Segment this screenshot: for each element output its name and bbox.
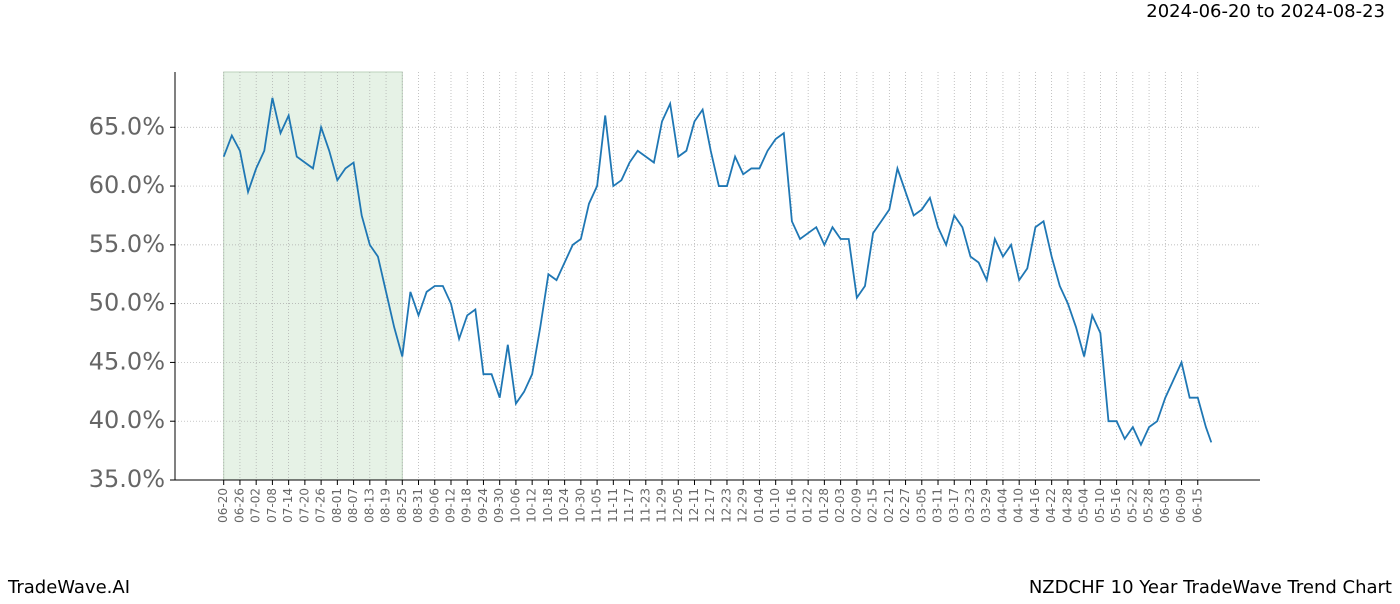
x-tick-label: 05-22: [1125, 488, 1139, 523]
x-tick-label: 09-30: [492, 488, 506, 523]
x-tick-label: 08-07: [346, 488, 360, 523]
x-tick-label: 03-05: [914, 488, 928, 523]
x-tick-label: 03-29: [979, 488, 993, 523]
x-tick-label: 03-23: [963, 488, 977, 523]
x-tick-label: 10-24: [557, 488, 571, 523]
y-tick-label: 65.0%: [89, 112, 165, 140]
x-tick-label: 04-04: [995, 488, 1009, 523]
y-tick-label: 40.0%: [89, 406, 165, 434]
x-tick-label: 04-16: [1028, 488, 1042, 523]
x-tick-label: 12-11: [687, 488, 701, 523]
caption: NZDCHF 10 Year TradeWave Trend Chart: [1029, 577, 1392, 598]
x-tick-label: 09-18: [460, 488, 474, 523]
x-tick-label: 05-16: [1109, 488, 1123, 523]
x-tick-label: 01-22: [801, 488, 815, 523]
x-tick-label: 08-13: [362, 488, 376, 523]
x-tick-label: 11-05: [590, 488, 604, 523]
x-tick-label: 07-26: [314, 488, 328, 523]
y-tick-label: 55.0%: [89, 230, 165, 258]
x-tick-label: 02-15: [866, 488, 880, 523]
x-tick-label: 06-15: [1190, 488, 1204, 523]
x-tick-label: 01-28: [817, 488, 831, 523]
x-tick-label: 09-06: [427, 488, 441, 523]
y-tick-label: 50.0%: [89, 289, 165, 317]
brand: TradeWave.AI: [7, 577, 130, 598]
x-tick-label: 10-12: [525, 488, 539, 523]
x-tick-label: 12-29: [736, 488, 750, 523]
date-range: 2024-06-20 to 2024-08-23: [1146, 1, 1385, 22]
x-tick-label: 07-08: [265, 488, 279, 523]
x-tick-label: 08-19: [379, 488, 393, 523]
x-tick-label: 02-21: [882, 488, 896, 523]
x-tick-label: 08-25: [395, 488, 409, 523]
x-tick-label: 12-05: [671, 488, 685, 523]
x-tick-label: 11-29: [655, 488, 669, 523]
x-tick-label: 11-11: [606, 488, 620, 523]
x-tick-label: 10-06: [508, 488, 522, 523]
x-tick-label: 02-09: [849, 488, 863, 523]
x-tick-label: 12-23: [719, 488, 733, 523]
x-tick-label: 05-04: [1077, 488, 1091, 523]
x-tick-label: 01-04: [752, 488, 766, 523]
x-tick-label: 01-10: [768, 488, 782, 523]
x-tick-label: 08-31: [411, 488, 425, 523]
x-tick-label: 10-18: [541, 488, 555, 523]
x-tick-label: 06-20: [216, 488, 230, 523]
x-tick-label: 04-10: [1012, 488, 1026, 523]
x-tick-label: 04-28: [1060, 488, 1074, 523]
highlight-band: [223, 71, 403, 481]
x-tick-label: 09-24: [476, 488, 490, 523]
x-tick-label: 06-03: [1158, 488, 1172, 523]
x-tick-label: 08-01: [330, 488, 344, 523]
x-tick-label: 03-11: [931, 488, 945, 523]
y-tick-label: 35.0%: [89, 465, 165, 493]
x-tick-label: 03-17: [947, 488, 961, 523]
x-tick-label: 11-17: [622, 488, 636, 523]
x-tick-label: 06-26: [232, 488, 246, 523]
x-tick-label: 01-16: [784, 488, 798, 523]
x-tick-label: 02-03: [833, 488, 847, 523]
x-tick-label: 06-09: [1174, 488, 1188, 523]
x-tick-label: 10-30: [573, 488, 587, 523]
x-tick-label: 12-17: [703, 488, 717, 523]
x-tick-label: 07-14: [281, 488, 295, 523]
x-tick-label: 05-28: [1142, 488, 1156, 523]
x-tick-label: 07-20: [297, 488, 311, 523]
x-tick-label: 04-22: [1044, 488, 1058, 523]
y-tick-label: 60.0%: [89, 171, 165, 199]
x-tick-label: 07-02: [249, 488, 263, 523]
x-tick-label: 02-27: [898, 488, 912, 523]
x-tick-label: 11-23: [638, 488, 652, 523]
y-tick-label: 45.0%: [89, 347, 165, 375]
x-tick-label: 09-12: [443, 488, 457, 523]
trend-line: [222, 97, 1213, 447]
x-tick-label: 05-10: [1093, 488, 1107, 523]
